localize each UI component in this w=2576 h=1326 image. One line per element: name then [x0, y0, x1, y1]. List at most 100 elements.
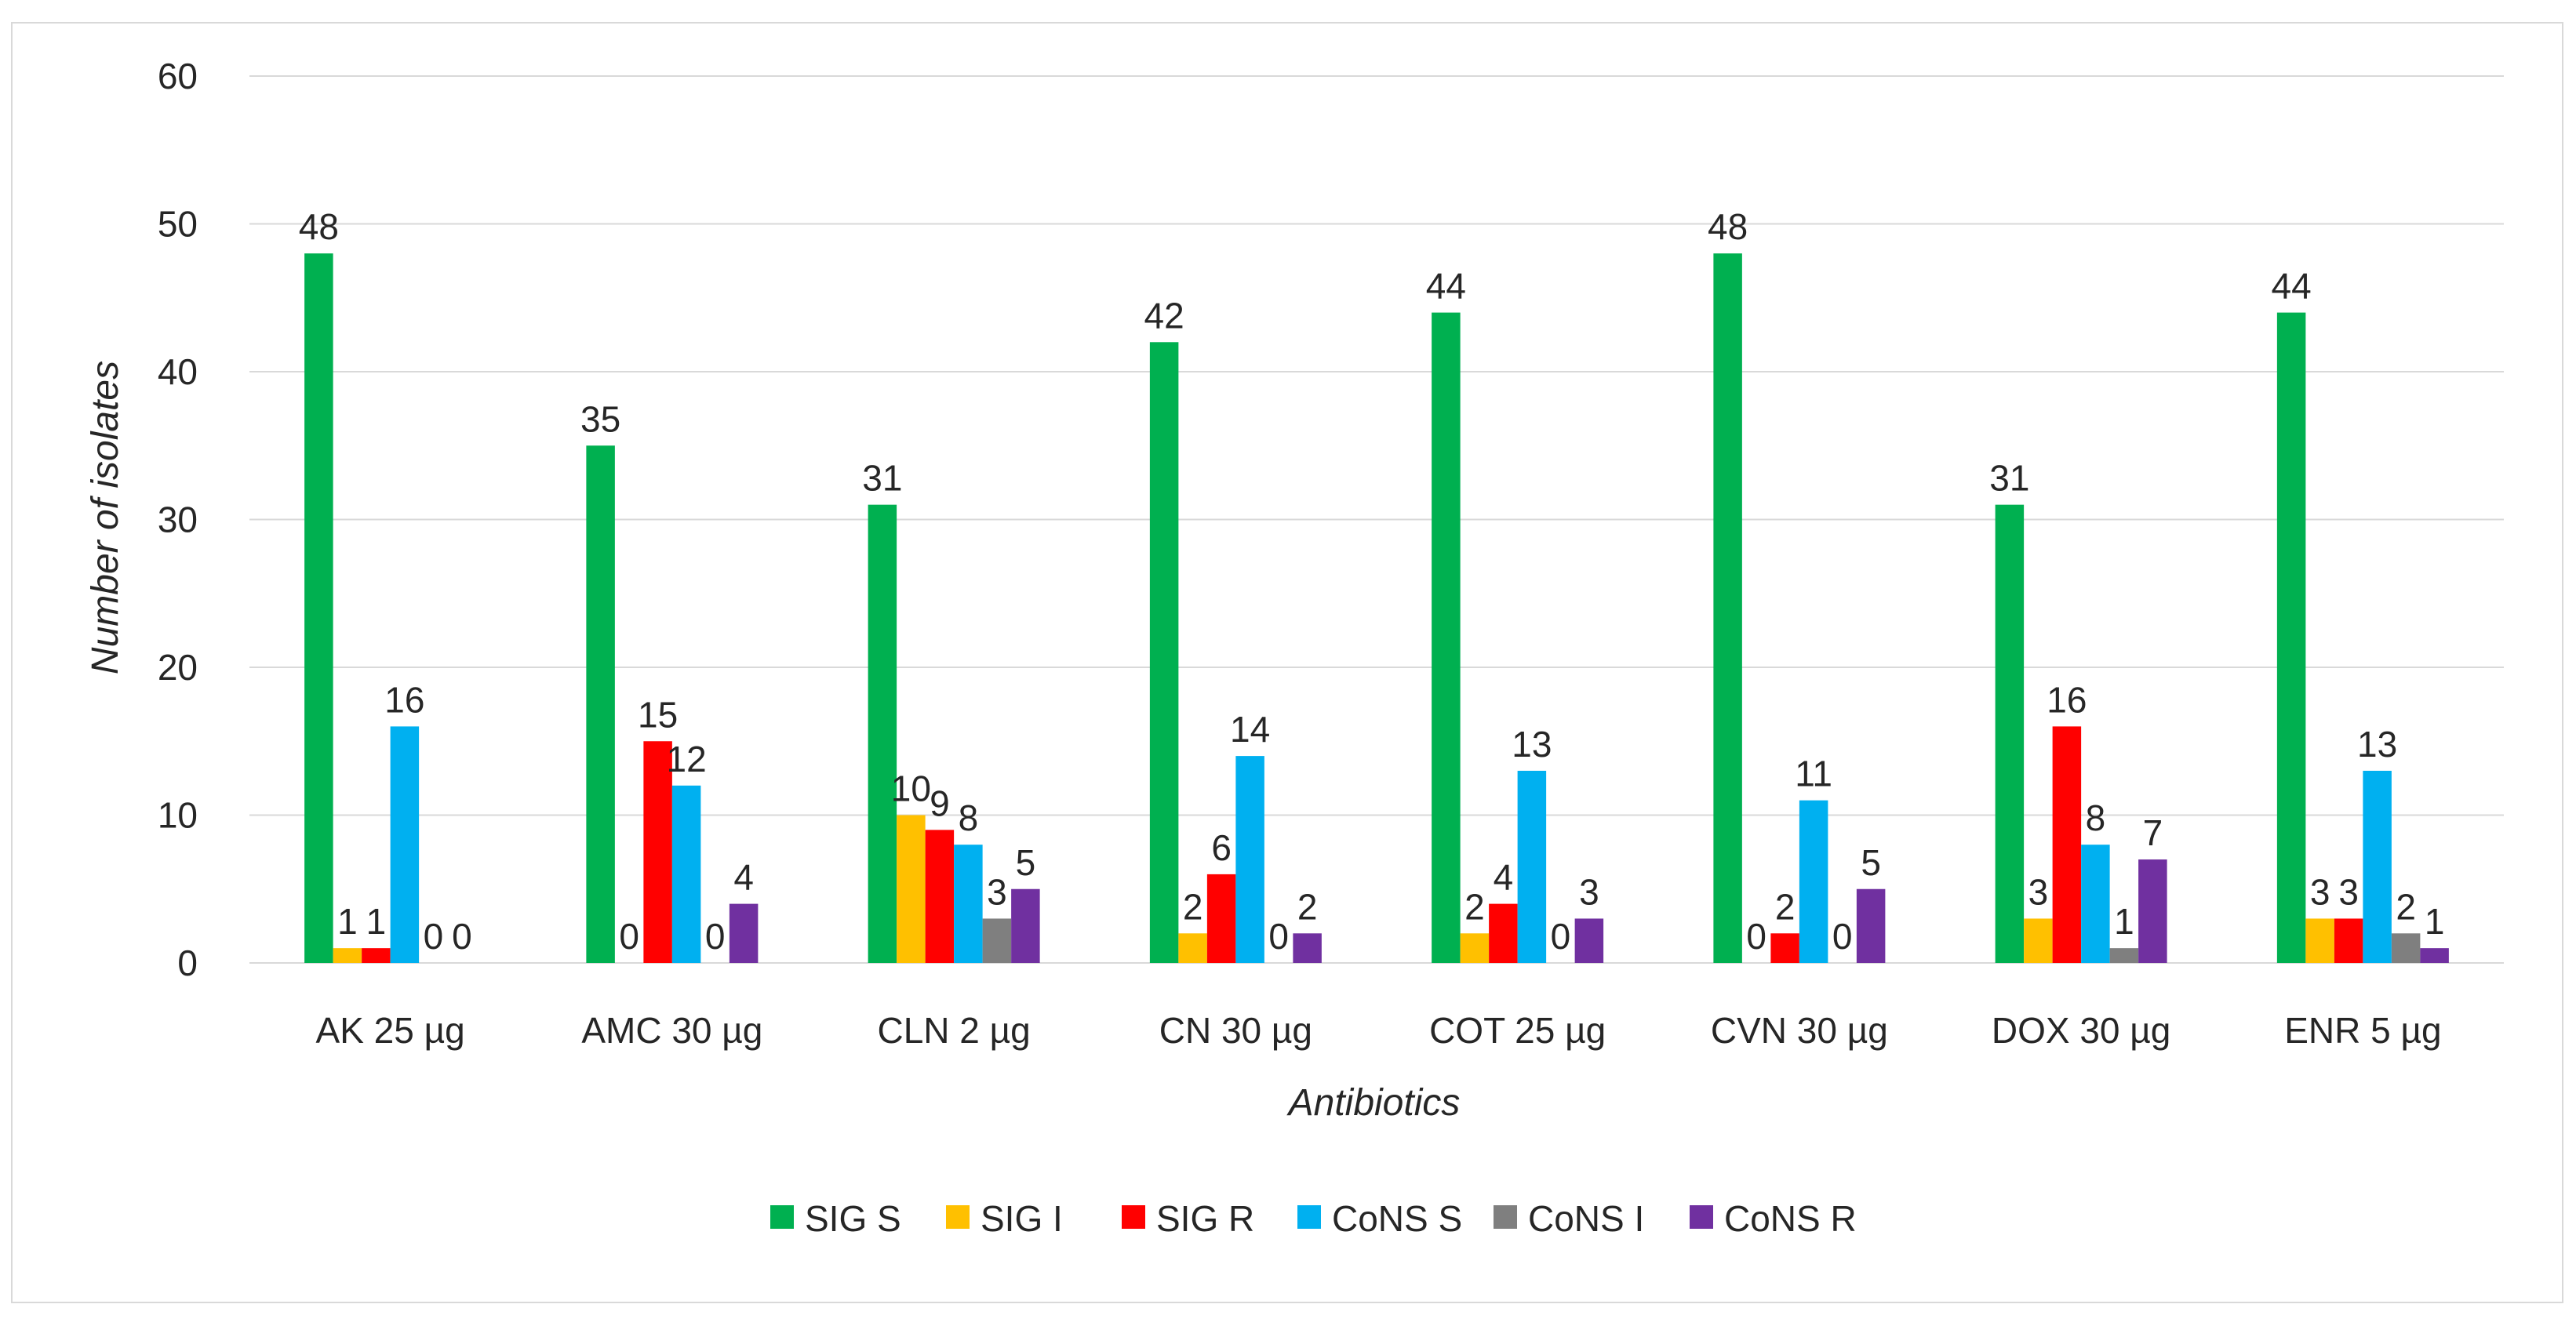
data-label: 0	[1268, 916, 1289, 957]
data-label: 0	[1832, 916, 1853, 957]
data-label: 7	[2143, 812, 2163, 853]
data-label: 3	[987, 871, 1007, 912]
data-label: 6	[1211, 827, 1232, 868]
data-label: 0	[705, 916, 726, 957]
data-label: 42	[1144, 295, 1184, 336]
bar	[1517, 770, 1547, 963]
legend-swatch	[770, 1205, 794, 1229]
x-tick-label: AMC 30 µg	[581, 1010, 762, 1051]
legend-swatch	[1122, 1205, 1145, 1229]
data-label: 1	[2425, 901, 2445, 942]
bar	[2138, 859, 2167, 963]
bar	[954, 845, 983, 963]
legend-swatch	[1494, 1205, 1517, 1229]
bar	[1011, 888, 1040, 963]
data-label: 5	[1016, 842, 1036, 883]
data-label: 4	[1494, 857, 1514, 898]
data-label: 44	[2272, 266, 2312, 307]
legend-label: SIG I	[981, 1198, 1063, 1239]
data-label: 2	[1183, 886, 1203, 927]
bar	[586, 445, 615, 963]
data-label: 10	[891, 768, 931, 809]
x-tick-label: ENR 5 µg	[2284, 1010, 2441, 1051]
data-label: 35	[580, 398, 620, 439]
data-label: 15	[638, 694, 678, 735]
bar	[2391, 933, 2421, 963]
legend-label: CoNS I	[1528, 1198, 1644, 1239]
bar	[925, 830, 955, 963]
legend-label: CoNS S	[1332, 1198, 1462, 1239]
bar	[1574, 918, 1604, 963]
legend: SIG S SIG I SIG R CoNS S CoNS I CoNS R	[770, 1198, 1857, 1239]
legend-label: SIG S	[805, 1198, 901, 1239]
data-label: 0	[452, 916, 472, 957]
data-label: 2	[1297, 886, 1318, 927]
data-label: 3	[1579, 871, 1599, 912]
data-label: 16	[2047, 679, 2087, 720]
y-tick-label: 10	[158, 795, 198, 836]
bar	[333, 948, 362, 963]
y-tick-label: 40	[158, 351, 198, 392]
data-label: 3	[2028, 871, 2049, 912]
data-label: 3	[2310, 871, 2330, 912]
bar	[671, 785, 701, 963]
data-label: 1	[337, 901, 358, 942]
x-tick-label: CLN 2 µg	[877, 1010, 1030, 1051]
data-label: 8	[2086, 797, 2106, 838]
data-label: 13	[1512, 724, 1552, 765]
data-label: 9	[930, 783, 950, 823]
bar	[390, 726, 420, 963]
x-tick-label: DOX 30 µg	[1992, 1010, 2171, 1051]
bar	[2276, 312, 2306, 964]
data-label: 3	[2338, 871, 2359, 912]
bar	[2334, 918, 2363, 963]
data-label: 2	[1775, 886, 1796, 927]
bar	[897, 815, 926, 963]
bar	[982, 918, 1012, 963]
data-label: 1	[2114, 901, 2134, 942]
bar	[1856, 888, 1886, 963]
data-label: 1	[366, 901, 387, 942]
data-label: 0	[424, 916, 444, 957]
bar	[1460, 933, 1490, 963]
bar	[729, 903, 759, 963]
bar	[1178, 933, 1207, 963]
bar	[2420, 948, 2449, 963]
data-label: 5	[1861, 842, 1881, 883]
x-tick-label: CVN 30 µg	[1711, 1010, 1888, 1051]
bar	[1995, 504, 2025, 963]
bar	[2052, 726, 2082, 963]
bar	[2081, 845, 2110, 963]
data-label: 0	[619, 916, 639, 957]
bar	[643, 741, 672, 963]
data-label: 11	[1795, 754, 1832, 794]
data-label: 12	[667, 739, 707, 779]
data-label: 2	[2396, 886, 2416, 927]
data-label: 2	[1464, 886, 1485, 927]
data-label: 48	[1708, 206, 1748, 247]
data-label: 16	[384, 679, 424, 720]
bar	[304, 253, 333, 963]
data-label: 31	[1989, 458, 2029, 499]
bar	[362, 948, 391, 963]
y-tick-label: 20	[158, 647, 198, 688]
y-tick-label: 50	[158, 204, 198, 245]
bar	[1206, 874, 1236, 963]
data-label: 8	[959, 797, 979, 838]
y-tick-label: 60	[158, 56, 198, 96]
bar	[2024, 918, 2053, 963]
legend-swatch	[946, 1205, 970, 1229]
data-label: 14	[1230, 709, 1270, 750]
legend-swatch	[1297, 1205, 1321, 1229]
bar	[1799, 800, 1828, 963]
data-label: 0	[1746, 916, 1766, 957]
data-label: 13	[2357, 724, 2397, 765]
bar	[2305, 918, 2334, 963]
data-label: 31	[862, 458, 902, 499]
x-tick-label: AK 25 µg	[316, 1010, 465, 1051]
bar	[1293, 933, 1322, 963]
data-label: 48	[299, 206, 339, 247]
bar	[2363, 770, 2392, 963]
